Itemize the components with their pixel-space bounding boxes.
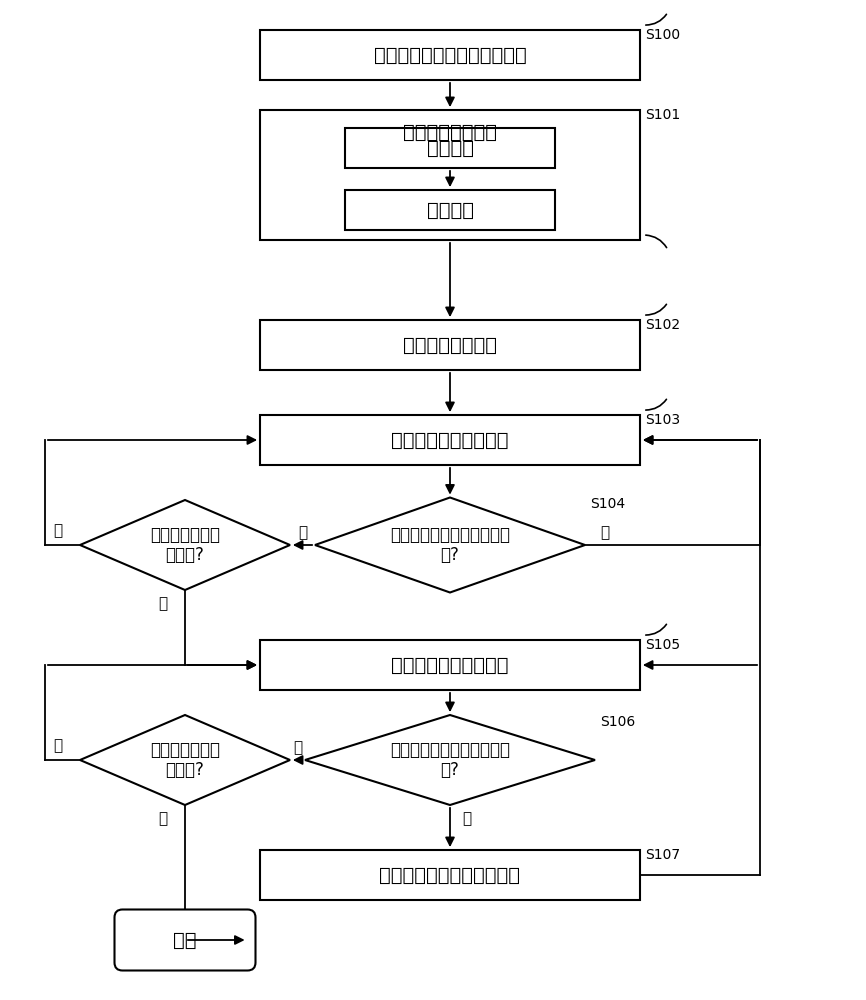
Polygon shape	[315, 497, 585, 592]
Text: 更新网络资源状态: 更新网络资源状态	[403, 336, 497, 355]
Text: 本层所有链路映
射成功?: 本层所有链路映 射成功?	[150, 741, 220, 779]
Bar	[260, 640, 640, 690]
Text: 建立强化学习映射模型并训练: 建立强化学习映射模型并训练	[373, 45, 527, 64]
Polygon shape	[305, 715, 595, 805]
Bar	[260, 30, 640, 80]
Text: 是: 是	[293, 740, 302, 756]
Text: S102: S102	[645, 318, 680, 332]
Text: S107: S107	[645, 848, 680, 862]
Text: 否: 否	[53, 738, 62, 754]
Text: S106: S106	[600, 715, 636, 729]
Text: 节点映射: 节点映射	[426, 138, 474, 157]
Bar	[260, 415, 640, 465]
Text: 是: 是	[298, 526, 307, 540]
Text: S104: S104	[590, 497, 625, 512]
Text: 动态调整底层虚拟网络映射: 动态调整底层虚拟网络映射	[379, 865, 520, 884]
Text: 上层虚拟链路映射求解: 上层虚拟链路映射求解	[391, 656, 508, 674]
Text: S100: S100	[645, 28, 680, 42]
Bar	[345, 190, 555, 230]
Text: 结束: 结束	[173, 930, 197, 950]
Bar	[345, 128, 555, 168]
Bar	[260, 320, 640, 370]
Text: 上层虚拟节点映射求解: 上层虚拟节点映射求解	[391, 430, 508, 450]
Polygon shape	[80, 500, 290, 590]
Polygon shape	[80, 715, 290, 805]
Text: 链路映射: 链路映射	[426, 200, 474, 220]
Text: 是: 是	[158, 812, 167, 826]
Text: 当前的上层虚拟节点映射成
功?: 当前的上层虚拟节点映射成 功?	[390, 526, 510, 564]
Text: 否: 否	[600, 526, 609, 540]
Bar	[260, 850, 640, 900]
Text: S105: S105	[645, 638, 680, 652]
Text: S101: S101	[645, 108, 681, 122]
Text: 底层虚拟网络映射: 底层虚拟网络映射	[403, 122, 497, 141]
Text: 否: 否	[53, 524, 62, 538]
Text: S103: S103	[645, 413, 680, 427]
Text: 当前的上层虚拟链路映射成
功?: 当前的上层虚拟链路映射成 功?	[390, 741, 510, 779]
Text: 本层所有节点映
射成功?: 本层所有节点映 射成功?	[150, 526, 220, 564]
Bar	[260, 110, 640, 240]
Text: 是: 是	[158, 596, 167, 611]
FancyBboxPatch shape	[114, 910, 255, 970]
Text: 否: 否	[462, 812, 471, 826]
